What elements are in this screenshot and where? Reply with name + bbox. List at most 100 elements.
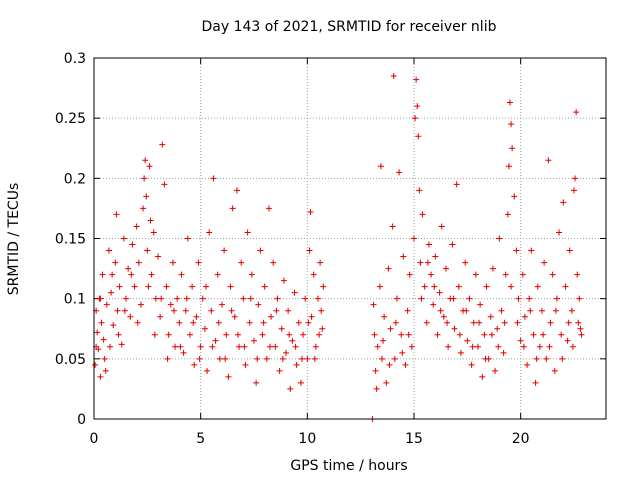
data-point	[103, 301, 110, 308]
data-point	[253, 379, 260, 386]
data-point	[507, 99, 513, 106]
data-point	[564, 337, 571, 344]
x-tick-label: 0	[90, 431, 99, 447]
data-point	[421, 283, 428, 290]
data-point	[479, 373, 486, 380]
data-point	[187, 331, 193, 338]
data-point	[413, 76, 420, 83]
data-point	[500, 349, 507, 356]
data-point	[97, 373, 104, 380]
data-point	[152, 295, 159, 302]
data-point	[462, 259, 469, 266]
data-point	[415, 133, 422, 140]
data-point	[546, 343, 553, 350]
data-point	[109, 271, 116, 278]
data-point	[177, 343, 184, 350]
data-point	[404, 307, 411, 314]
data-point	[511, 193, 518, 200]
data-point	[299, 355, 305, 362]
data-point	[251, 337, 257, 344]
data-point	[206, 229, 213, 236]
data-point	[569, 343, 576, 350]
data-point	[289, 337, 296, 344]
data-point	[189, 283, 196, 290]
data-point	[374, 343, 381, 350]
data-point	[291, 289, 298, 296]
data-point	[151, 331, 158, 338]
data-point	[416, 187, 423, 194]
data-point	[204, 367, 211, 374]
data-point	[566, 247, 573, 254]
data-point	[208, 307, 215, 314]
data-point	[225, 373, 232, 380]
data-points	[92, 73, 585, 422]
data-point	[286, 331, 293, 338]
data-point	[434, 331, 441, 338]
data-point	[517, 337, 524, 344]
x-tick-label: 20	[512, 431, 530, 447]
data-point	[165, 331, 172, 338]
data-point	[265, 205, 272, 212]
data-point	[255, 301, 262, 308]
data-point	[430, 301, 437, 308]
data-point	[267, 343, 273, 350]
data-point	[260, 319, 267, 326]
data-point	[371, 331, 378, 338]
data-point	[370, 301, 377, 308]
data-point	[419, 211, 426, 218]
data-point	[398, 331, 405, 338]
data-point	[242, 361, 249, 368]
data-point	[315, 295, 321, 302]
axis-ticks: 0 5 10 15 20 0 0.05 0.1 0.15 0.2 0.25 0.3	[55, 51, 606, 447]
data-point	[577, 325, 584, 332]
data-point	[431, 283, 438, 290]
data-point	[240, 295, 247, 302]
data-point	[472, 271, 479, 278]
data-point	[319, 325, 326, 332]
data-point	[391, 355, 398, 362]
plot-frame	[93, 57, 607, 420]
data-point	[199, 295, 206, 302]
data-point	[292, 343, 299, 350]
data-point	[293, 361, 300, 368]
data-point	[197, 343, 204, 350]
data-point	[176, 319, 183, 326]
data-point	[380, 337, 387, 344]
data-point	[107, 343, 113, 350]
data-point	[320, 283, 327, 290]
data-point	[545, 157, 552, 164]
data-point	[488, 331, 495, 338]
data-point	[440, 313, 447, 320]
data-point	[183, 295, 190, 302]
data-point	[270, 259, 277, 266]
data-point	[283, 349, 289, 356]
data-point	[379, 355, 385, 362]
data-point	[115, 331, 122, 338]
data-point	[216, 355, 223, 362]
data-point	[560, 199, 567, 206]
data-point	[477, 301, 484, 308]
data-point	[113, 211, 120, 218]
data-point	[549, 271, 556, 278]
data-point	[377, 163, 384, 170]
data-point	[316, 331, 323, 338]
data-point	[476, 319, 483, 326]
data-point	[110, 322, 117, 329]
data-point	[307, 209, 314, 216]
data-point	[228, 307, 235, 314]
data-point	[120, 235, 127, 242]
data-point	[521, 313, 528, 320]
data-point	[532, 379, 539, 386]
data-point	[221, 247, 228, 254]
data-point	[295, 319, 302, 326]
data-point	[547, 319, 554, 326]
x-tick-label: 10	[298, 431, 316, 447]
data-point	[469, 343, 476, 350]
data-point	[533, 355, 540, 362]
data-point	[390, 73, 397, 80]
data-point	[210, 175, 217, 182]
data-point	[97, 295, 104, 302]
data-point	[304, 355, 311, 362]
data-point	[556, 229, 563, 236]
data-point	[99, 271, 106, 278]
